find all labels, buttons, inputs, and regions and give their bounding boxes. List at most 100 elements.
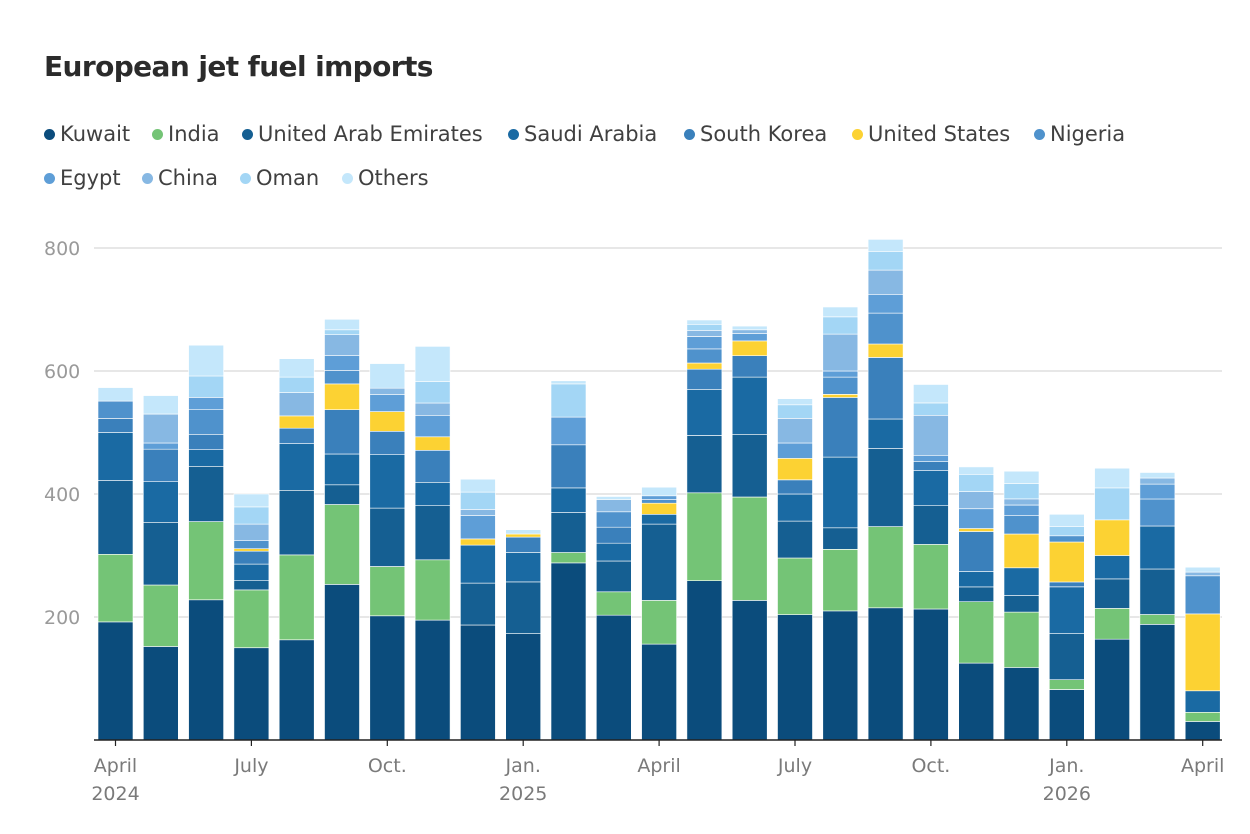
legend-item-china: China [142, 166, 218, 190]
x-tick-label: Jan. [1048, 755, 1084, 777]
bar-segment-kuwait [369, 615, 406, 741]
bar-segment-nigeria [641, 499, 677, 504]
bar-segment-india [686, 492, 723, 581]
bar-segment-saudi-arabia [958, 571, 995, 588]
bar-segment-south-korea [143, 448, 179, 483]
legend-swatch [152, 128, 163, 140]
bar-segment-others [1094, 467, 1130, 489]
legend-label: Others [358, 166, 429, 190]
bar-segment-united-arab-emirates [414, 505, 451, 561]
bar-segment-others [414, 346, 451, 382]
legend-swatch [44, 172, 55, 184]
bar-segment-india [822, 549, 859, 612]
bar-segment-united-arab-emirates [143, 521, 179, 586]
legend-swatch [684, 128, 695, 140]
bar-segment-china [595, 499, 632, 513]
legend-swatch [142, 172, 153, 184]
bar-segment-kuwait [913, 608, 949, 741]
bar-segment-china [686, 330, 723, 337]
bar-segment-south-korea [278, 427, 315, 444]
bar-segment-saudi-arabia [913, 470, 949, 507]
bar-segment-china [731, 329, 768, 334]
bar-segment-kuwait [1049, 689, 1085, 741]
bar-segment-india [595, 591, 632, 616]
bar-segment-united-arab-emirates [595, 560, 632, 593]
bar-segment-others [550, 380, 587, 385]
bar-segment-others [143, 395, 179, 415]
legend-swatch [852, 128, 863, 140]
bar-segment-south-korea [324, 409, 360, 455]
bar-segment-south-korea [867, 357, 904, 420]
bar-segment-united-arab-emirates [550, 512, 587, 553]
bar-segment-south-korea [233, 550, 270, 565]
bar-segment-kuwait [233, 647, 270, 741]
bar-segment-kuwait [686, 580, 723, 741]
x-tick-label: Oct. [368, 755, 407, 777]
bar-segment-oman [188, 375, 224, 398]
bar-segment-china [1139, 477, 1176, 485]
bar-segment-india [143, 584, 179, 647]
bar-segment-others [97, 387, 134, 402]
bar-segment-kuwait [822, 610, 859, 741]
bar-segment-india [97, 553, 134, 623]
bar-segment-india [867, 526, 904, 609]
legend-item-saudi-arabia: Saudi Arabia [508, 122, 657, 146]
bar-segment-saudi-arabia [867, 418, 904, 449]
bar-segment-saudi-arabia [550, 487, 587, 513]
bar-segment-oman [1094, 487, 1130, 521]
bar-segment-others [913, 384, 949, 404]
bar-segment-kuwait [97, 621, 134, 741]
bar-segment-saudi-arabia [1094, 555, 1130, 580]
bar-segment-oman [777, 404, 813, 419]
bar-segment-egypt [822, 370, 859, 378]
bar-segment-saudi-arabia [324, 453, 360, 486]
bar-segment-saudi-arabia [1003, 567, 1040, 596]
bar-segment-nigeria [867, 312, 904, 345]
bar-segment-kuwait [143, 646, 179, 741]
bar-segment-south-korea [1049, 581, 1085, 588]
bar-segment-others [641, 486, 677, 497]
bar-segment-united-arab-emirates [958, 586, 995, 603]
bar-segment-saudi-arabia [369, 454, 406, 509]
legend-label: India [168, 122, 220, 146]
bar-segment-nigeria [822, 376, 859, 395]
legend-item-kuwait: Kuwait [44, 122, 130, 146]
bar-segment-united-states [686, 362, 723, 370]
bar-segment-others [460, 478, 496, 493]
bar-segment-oman [324, 329, 360, 335]
bar-segment-egypt [1003, 504, 1040, 516]
bar-segment-saudi-arabia [505, 552, 542, 583]
bar-segment-saudi-arabia [595, 542, 632, 562]
bar-segment-saudi-arabia [278, 443, 315, 491]
bar-segment-united-arab-emirates [867, 448, 904, 527]
bar-segment-oman [913, 402, 949, 416]
y-tick-label: 600 [44, 361, 80, 383]
bar-segment-kuwait [777, 614, 813, 741]
bar-segment-egypt [460, 515, 496, 540]
bar-segment-united-arab-emirates [233, 580, 270, 591]
bar-segment-others [1003, 470, 1040, 484]
bar-segment-egypt [958, 508, 995, 529]
legend-label: Nigeria [1050, 122, 1126, 146]
bar-segment-egypt [777, 442, 813, 459]
bar-segment-india [369, 566, 406, 617]
legend-label: Saudi Arabia [524, 122, 658, 146]
legend-label: China [158, 166, 218, 190]
bar-segment-china [958, 491, 995, 510]
bar-segment-others [958, 466, 995, 475]
bar-segment-kuwait [1139, 624, 1176, 741]
bar-segment-united-states [958, 528, 995, 532]
bar-segment-united-states [867, 343, 904, 358]
bar-segment-saudi-arabia [777, 493, 813, 522]
bar-segment-egypt [369, 394, 406, 412]
bar-segment-india [1049, 679, 1085, 690]
bar-segment-china [867, 269, 904, 296]
x-tick-label: July [233, 755, 268, 777]
bar-segment-oman [414, 381, 451, 404]
bar-segment-oman [958, 473, 995, 492]
bar-segment-saudi-arabia [686, 389, 723, 436]
bar-segment-egypt [550, 416, 587, 446]
legend-item-egypt: Egypt [44, 166, 121, 190]
bar-segment-south-korea [188, 433, 224, 450]
